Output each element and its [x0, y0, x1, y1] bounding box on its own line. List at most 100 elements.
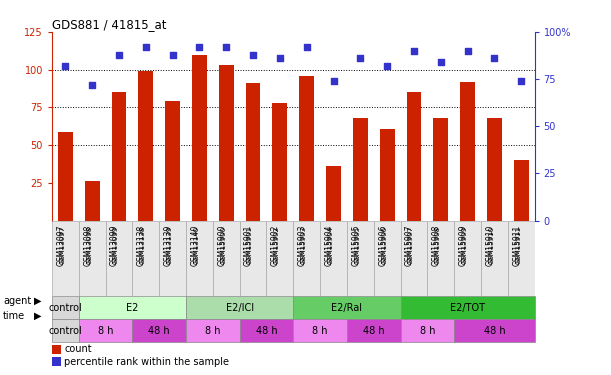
FancyBboxPatch shape [186, 220, 213, 296]
FancyBboxPatch shape [79, 319, 133, 342]
FancyBboxPatch shape [401, 296, 535, 319]
Text: control: control [48, 303, 82, 313]
Text: GSM15907: GSM15907 [405, 225, 414, 266]
FancyBboxPatch shape [401, 220, 427, 296]
Bar [58, 132, 73, 220]
FancyBboxPatch shape [213, 220, 240, 296]
Text: GSM13140: GSM13140 [194, 226, 199, 264]
Bar [52, 357, 60, 366]
Point [60, 63, 70, 69]
FancyBboxPatch shape [186, 296, 293, 319]
Text: 8 h: 8 h [98, 326, 113, 336]
Text: GSM13098: GSM13098 [83, 225, 92, 266]
FancyBboxPatch shape [266, 220, 293, 296]
Point [141, 44, 151, 50]
Bar [487, 118, 502, 220]
Text: GSM15907: GSM15907 [408, 226, 414, 264]
Point [516, 78, 526, 84]
Point [221, 44, 231, 50]
Bar [165, 101, 180, 220]
Text: GSM15908: GSM15908 [432, 225, 441, 266]
FancyBboxPatch shape [133, 220, 159, 296]
FancyBboxPatch shape [293, 296, 401, 319]
FancyBboxPatch shape [374, 220, 401, 296]
Bar [380, 129, 395, 220]
Text: GSM13097: GSM13097 [59, 226, 65, 264]
Text: ▶: ▶ [34, 311, 41, 321]
Point [489, 55, 499, 61]
Point [194, 44, 204, 50]
Point [436, 59, 445, 65]
Text: GSM15911: GSM15911 [515, 226, 521, 264]
FancyBboxPatch shape [320, 220, 347, 296]
Text: GSM15904: GSM15904 [324, 225, 334, 266]
Point [409, 48, 419, 54]
Text: GSM15900: GSM15900 [218, 225, 226, 266]
Text: E2/Ral: E2/Ral [331, 303, 362, 313]
FancyBboxPatch shape [79, 296, 186, 319]
Text: percentile rank within the sample: percentile rank within the sample [64, 357, 229, 367]
Point [87, 82, 97, 88]
Text: GSM13097: GSM13097 [56, 225, 65, 266]
FancyBboxPatch shape [52, 220, 79, 296]
Bar [192, 54, 207, 220]
Text: GSM15902: GSM15902 [274, 226, 280, 264]
FancyBboxPatch shape [293, 220, 320, 296]
Text: GSM15903: GSM15903 [298, 225, 307, 266]
Bar [514, 160, 529, 220]
FancyBboxPatch shape [133, 319, 186, 342]
Text: 48 h: 48 h [148, 326, 170, 336]
Text: ▶: ▶ [34, 296, 41, 306]
Text: GSM15908: GSM15908 [435, 226, 441, 264]
FancyBboxPatch shape [347, 220, 374, 296]
Text: E2: E2 [126, 303, 139, 313]
Point [329, 78, 338, 84]
Bar [85, 182, 100, 220]
Text: GSM15910: GSM15910 [485, 225, 494, 266]
FancyBboxPatch shape [79, 220, 106, 296]
Bar [406, 92, 422, 220]
Text: GSM15900: GSM15900 [220, 226, 226, 264]
FancyBboxPatch shape [186, 319, 240, 342]
Point [275, 55, 285, 61]
Point [248, 51, 258, 57]
FancyBboxPatch shape [454, 319, 535, 342]
FancyBboxPatch shape [454, 220, 481, 296]
Text: GSM13099: GSM13099 [113, 226, 119, 264]
Bar [460, 82, 475, 220]
Point [167, 51, 177, 57]
Bar [353, 118, 368, 220]
Text: GSM15902: GSM15902 [271, 225, 280, 266]
Text: GSM13140: GSM13140 [191, 225, 199, 266]
FancyBboxPatch shape [401, 319, 454, 342]
FancyBboxPatch shape [427, 220, 454, 296]
Point [302, 44, 312, 50]
Text: GSM15904: GSM15904 [327, 226, 334, 264]
FancyBboxPatch shape [240, 319, 293, 342]
Text: GSM13139: GSM13139 [167, 226, 172, 264]
Text: 48 h: 48 h [363, 326, 384, 336]
FancyBboxPatch shape [106, 220, 133, 296]
Text: 8 h: 8 h [420, 326, 435, 336]
Text: GSM15901: GSM15901 [244, 225, 253, 266]
Bar [52, 345, 60, 354]
Text: GSM15910: GSM15910 [488, 226, 494, 264]
FancyBboxPatch shape [159, 220, 186, 296]
Point [356, 55, 365, 61]
Text: time: time [3, 311, 25, 321]
Text: control: control [48, 326, 82, 336]
Text: GSM15905: GSM15905 [351, 225, 360, 266]
Text: GSM13139: GSM13139 [164, 225, 172, 266]
Bar [433, 118, 448, 220]
Text: GSM15903: GSM15903 [301, 226, 307, 264]
Bar [246, 83, 260, 220]
Text: GSM13138: GSM13138 [140, 226, 146, 264]
Text: count: count [64, 344, 92, 354]
Text: GSM15906: GSM15906 [381, 226, 387, 264]
Point [463, 48, 472, 54]
Text: E2/TOT: E2/TOT [450, 303, 485, 313]
Bar [273, 103, 287, 220]
Text: GSM13099: GSM13099 [110, 225, 119, 266]
Text: GSM15901: GSM15901 [247, 226, 253, 264]
FancyBboxPatch shape [52, 296, 79, 319]
